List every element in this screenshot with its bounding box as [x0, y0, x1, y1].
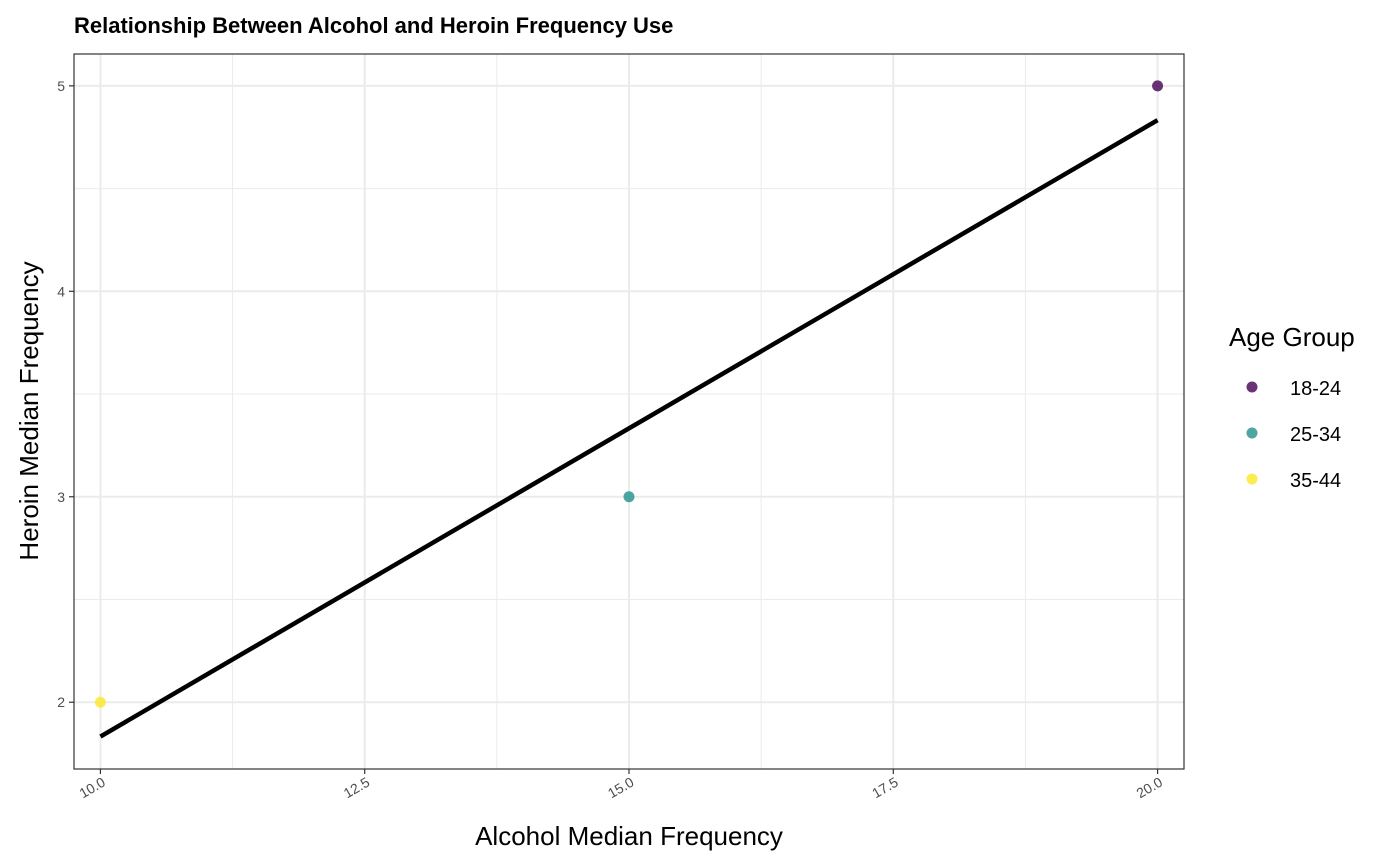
x-tick-label: 20.0: [1133, 774, 1165, 802]
legend-title: Age Group: [1229, 322, 1355, 352]
x-tick-label: 10.0: [76, 774, 108, 802]
y-tick-label: 4: [57, 283, 65, 299]
data-point: [1152, 80, 1164, 92]
y-tick-label: 3: [57, 489, 65, 505]
x-axis-title: Alcohol Median Frequency: [475, 821, 783, 851]
legend: 18-24 25-34 35-44: [1246, 378, 1341, 492]
data-point: [623, 491, 635, 503]
x-tick-label: 15.0: [605, 774, 637, 802]
y-axis-title: Heroin Median Frequency: [14, 261, 44, 560]
x-axis-ticks: 10.0 12.5 15.0 17.5 20.0: [76, 769, 1165, 801]
x-tick-label: 12.5: [341, 774, 373, 802]
trend-line-group: [99, 118, 1159, 739]
legend-label: 18-24: [1290, 378, 1341, 400]
x-tick-label: 17.5: [869, 774, 901, 802]
y-tick-label: 5: [57, 78, 65, 94]
legend-label: 35-44: [1290, 470, 1341, 492]
data-points: [94, 80, 1164, 708]
legend-label: 25-34: [1290, 424, 1341, 446]
y-axis-ticks: 2 3 4 5: [57, 78, 74, 710]
chart-title: Relationship Between Alcohol and Heroin …: [74, 13, 673, 38]
grid-major: [74, 54, 1184, 769]
y-tick-label: 2: [57, 694, 65, 710]
legend-key: [1246, 473, 1258, 485]
legend-key: [1246, 427, 1258, 439]
legend-key: [1246, 381, 1258, 393]
trend-line: [99, 118, 1159, 739]
data-point: [94, 696, 106, 708]
